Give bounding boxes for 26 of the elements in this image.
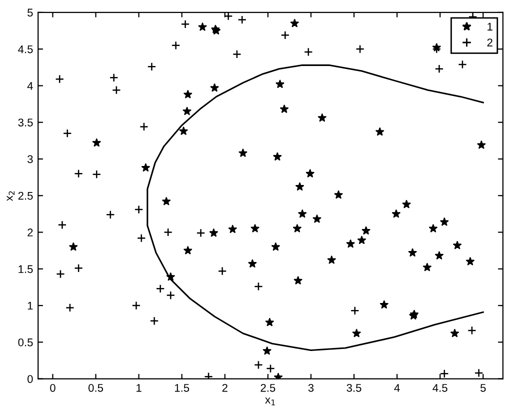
x-tick-label: 1 — [136, 384, 142, 392]
x-tick-label: 2.5 — [260, 384, 276, 392]
y-tick-label: 1 — [28, 302, 33, 310]
x-tick-label: 0.5 — [88, 384, 104, 392]
y-tick-label: 0.5 — [18, 338, 33, 346]
x-tick-label: 4 — [394, 384, 400, 392]
x-tick-label: 4.5 — [432, 384, 448, 392]
x-tick-label: 1.5 — [174, 384, 190, 392]
y-tick-label: 0 — [27, 375, 33, 383]
y-tick-label: 4.5 — [18, 45, 33, 54]
x-axis-title: x$_{1}$ — [265, 398, 275, 406]
x-tick-label: 3.5 — [346, 384, 362, 392]
y-tick-label: 2.5 — [18, 192, 33, 200]
y-tick-label: 3 — [27, 155, 33, 164]
y-axis-title: x$_{2}$ — [6, 191, 15, 201]
legend-label: 2 — [487, 38, 492, 46]
legend-label: 1 — [488, 22, 492, 30]
y-tick-label: 2 — [28, 228, 33, 236]
y-tick-label: 5 — [28, 8, 33, 17]
y-tick-label: 1.5 — [18, 265, 33, 274]
x-tick-label: 5 — [480, 384, 486, 392]
x-tick-label: 0 — [50, 384, 56, 392]
y-tick-label: 3.5 — [18, 118, 33, 126]
x-tick-label: 2 — [222, 384, 228, 392]
y-tick-label: 4 — [27, 82, 33, 90]
x-tick-label: 3 — [308, 384, 314, 392]
